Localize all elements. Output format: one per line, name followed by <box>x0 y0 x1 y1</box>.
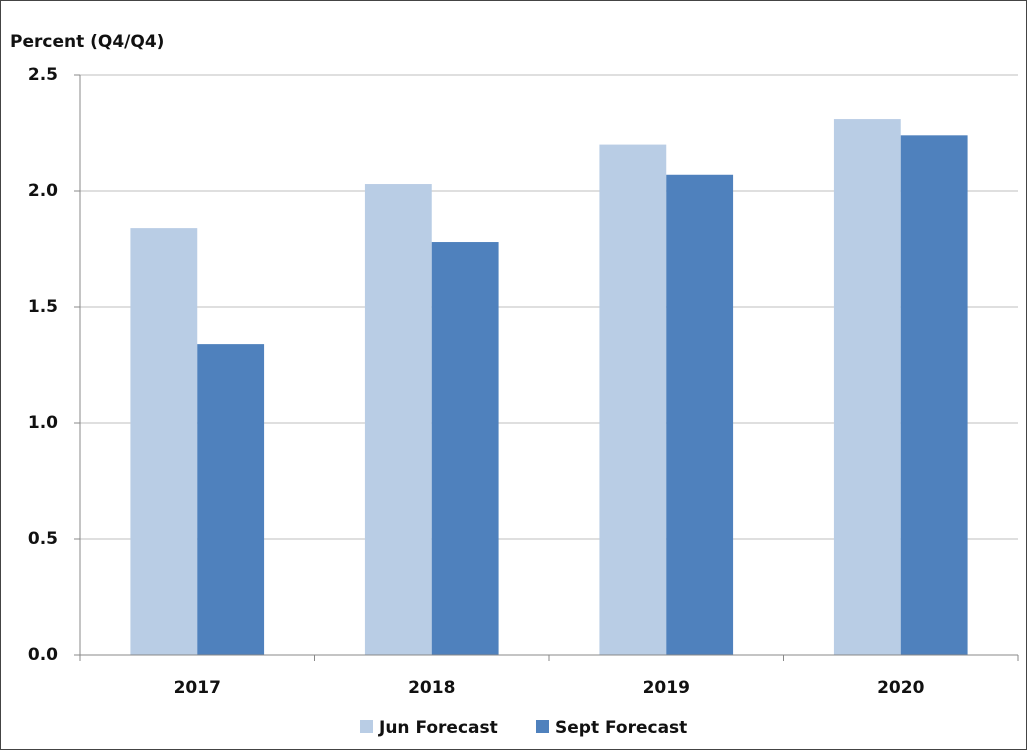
y-tick-label: 1.0 <box>28 413 58 433</box>
legend-label: Jun Forecast <box>378 718 498 738</box>
bar <box>666 174 734 655</box>
bar <box>900 135 968 655</box>
bar <box>197 344 265 655</box>
x-tick-label: 2017 <box>174 678 221 698</box>
x-tick-label: 2018 <box>408 678 455 698</box>
y-tick-label: 2.5 <box>28 65 58 85</box>
y-tick-label: 0.0 <box>28 645 58 665</box>
legend-swatch <box>360 720 373 733</box>
x-tick-label: 2020 <box>877 678 924 698</box>
y-tick-label: 2.0 <box>28 181 58 201</box>
bar <box>130 228 198 655</box>
bar <box>431 242 499 656</box>
bar <box>364 184 432 656</box>
legend-label: Sept Forecast <box>555 718 687 738</box>
bar <box>599 144 667 655</box>
y-tick-label: 0.5 <box>28 529 58 549</box>
y-axis-label: Percent (Q4/Q4) <box>10 32 164 52</box>
x-tick-label: 2019 <box>643 678 690 698</box>
bar <box>833 119 901 655</box>
legend-swatch <box>536 720 549 733</box>
y-tick-label: 1.5 <box>28 297 58 317</box>
